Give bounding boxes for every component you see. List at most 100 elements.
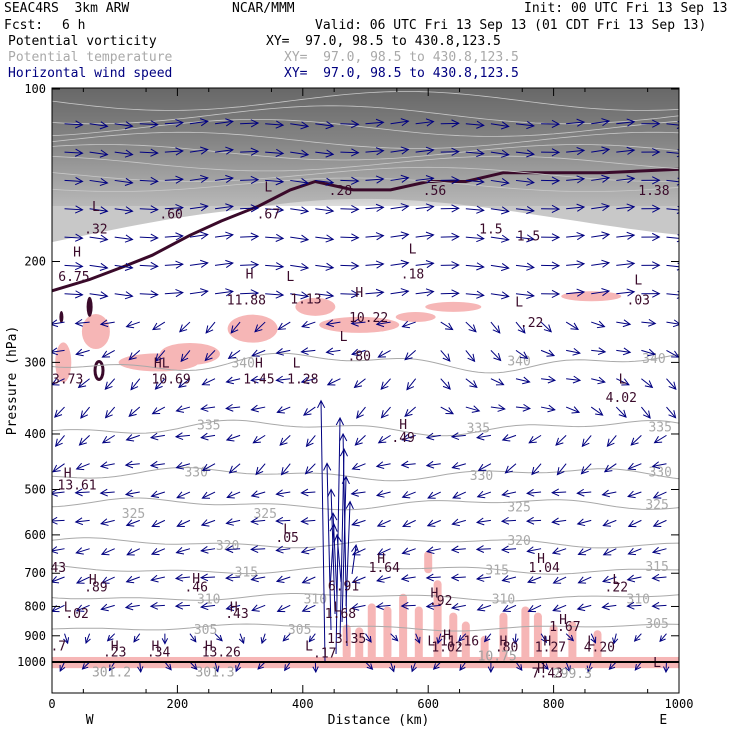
wind-arrow-head (275, 375, 284, 384)
wind-arrow (64, 179, 83, 182)
wind-arrow (465, 151, 484, 155)
pv-loop (59, 311, 64, 324)
y-tick-label: 400 (24, 427, 46, 441)
wind-arrow-head (601, 174, 611, 183)
wind-arrow-head (451, 518, 460, 527)
wind-arrow-head (602, 548, 612, 556)
wind-arrow-head (476, 432, 485, 441)
wind-arrow-head (350, 176, 360, 185)
wind-arrow-head (627, 547, 637, 556)
wind-arrow (566, 206, 585, 210)
wind-arrow (151, 548, 166, 555)
wind-arrow (290, 151, 309, 156)
wind-arrow-head (402, 520, 411, 528)
wind-arrow (641, 321, 656, 324)
wind-arrow (591, 120, 610, 125)
wind-arrow (76, 463, 90, 470)
wind-arrow (652, 576, 667, 579)
wind-arrow (189, 290, 208, 295)
wind-arrow-head (99, 234, 109, 243)
wind-arrow (315, 151, 334, 155)
wind-arrow-head (581, 438, 590, 448)
wind-arrow-head (401, 547, 411, 555)
wind-arrow (390, 290, 409, 295)
wind-arrow-head (432, 663, 440, 670)
wind-arrow-head (275, 545, 284, 554)
wind-arrow-head (652, 204, 661, 213)
updraft-arrow (351, 544, 357, 575)
wind-arrow-head (475, 517, 485, 526)
wind-arrow-head (376, 575, 385, 583)
wind-arrow (276, 519, 291, 522)
wind-arrow (666, 236, 679, 239)
wind-arrow-head (546, 349, 556, 357)
pv-blob-upper (561, 291, 622, 302)
theta-contour-340 (52, 352, 679, 374)
wind-arrow (452, 519, 466, 525)
theta-label: 305 (645, 617, 668, 632)
wind-arrow (139, 264, 158, 267)
wind-arrow-head (528, 436, 537, 444)
wind-arrow-head (527, 605, 537, 613)
wind-arrow (490, 321, 501, 334)
wind-arrow-head (124, 149, 134, 158)
wind-arrow (126, 548, 140, 556)
wind-arrow (451, 434, 466, 438)
pv-extremum-label: .23 (103, 645, 126, 660)
wind-arrow (515, 151, 534, 155)
wind-arrow-head (653, 435, 663, 444)
pv-shading-layer (52, 88, 679, 669)
wind-arrow (352, 463, 366, 470)
pv-strat-fold (52, 88, 679, 243)
wind-arrow-head (365, 635, 372, 643)
wind-arrow (390, 148, 409, 153)
pv-extremum-label: .17 (313, 646, 336, 661)
x-tick-label: 600 (417, 697, 439, 711)
wind-arrow-head (476, 149, 485, 158)
wind-arrow (101, 576, 115, 584)
wind-arrow-head (150, 233, 159, 242)
wind-arrow (415, 234, 434, 238)
wind-arrow-head (626, 231, 636, 240)
wind-arrow (351, 349, 366, 355)
wind-arrow-head (303, 408, 312, 416)
wind-arrow (340, 264, 359, 267)
wind-arrow-head (668, 381, 677, 390)
wind-arrow (226, 576, 241, 579)
pv-extremum-label: H (255, 356, 263, 371)
pv-extremum-label: 10.69 (152, 372, 191, 387)
wind-arrow-head (380, 410, 389, 419)
wind-arrow-head (150, 574, 159, 583)
wind-arrow (175, 604, 190, 607)
pv-extremum-label: 1.04 (529, 561, 560, 576)
wind-arrow (666, 179, 679, 183)
wind-arrow (276, 349, 291, 354)
wind-arrow (490, 208, 509, 212)
theta-label: 335 (197, 418, 220, 433)
pv-extremum-label: L (264, 181, 272, 196)
pv-blob-upper (395, 312, 436, 323)
wind-arrow (284, 661, 291, 671)
wind-arrow-head (426, 519, 436, 527)
wind-arrow-head (230, 325, 239, 334)
wind-arrow (265, 208, 284, 211)
field-theta-name: Potential temperature (8, 50, 173, 65)
wind-arrow-head (634, 663, 641, 671)
wind-arrow (616, 149, 635, 153)
wind-arrow (502, 434, 517, 441)
wind-arrow-head (275, 516, 284, 525)
wind-arrow-head (325, 234, 335, 243)
wind-arrow-head (284, 664, 291, 672)
wind-arrow-head (101, 576, 110, 584)
wind-arrow-head (59, 665, 66, 673)
wind-arrow-head (54, 409, 63, 418)
updraft-arrow-head (317, 399, 326, 409)
wind-arrow (52, 604, 65, 612)
wind-arrow (75, 519, 90, 523)
wind-arrow (566, 178, 585, 181)
wind-arrow (265, 179, 284, 183)
wind-arrow (514, 633, 517, 644)
wind-arrow-head (377, 350, 386, 358)
pv-extremum-label: .80 (347, 350, 370, 365)
wind-arrow-head (200, 519, 210, 527)
